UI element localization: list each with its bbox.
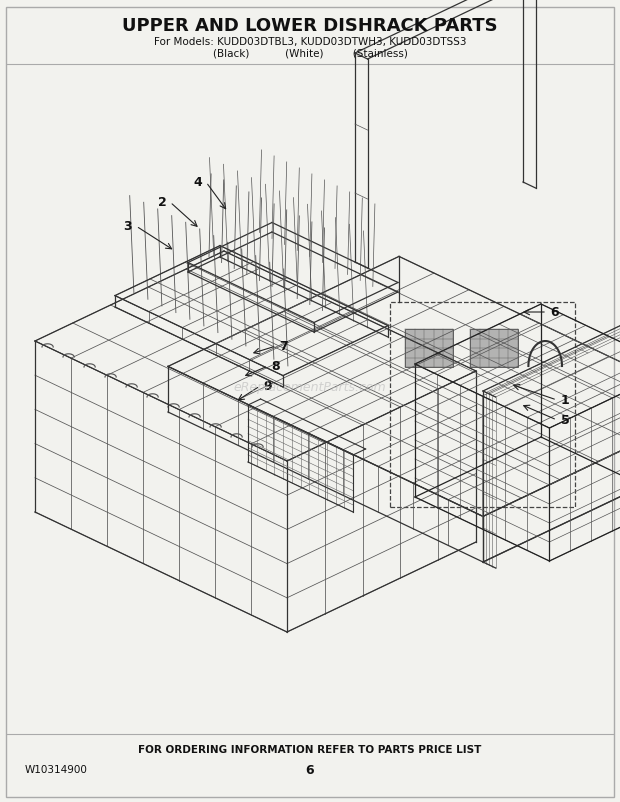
Text: 2: 2 (157, 196, 166, 209)
Text: 6: 6 (306, 764, 314, 776)
Text: 4: 4 (193, 176, 202, 188)
Bar (390, 302, 575, 507)
Text: 3: 3 (123, 220, 132, 233)
Text: 9: 9 (264, 379, 272, 392)
Text: (Black)           (White)         (Stainless): (Black) (White) (Stainless) (213, 49, 407, 59)
Bar (470, 329, 518, 367)
Text: 7: 7 (280, 339, 288, 353)
Text: 6: 6 (551, 306, 559, 318)
Text: UPPER AND LOWER DISHRACK PARTS: UPPER AND LOWER DISHRACK PARTS (122, 17, 498, 35)
Text: FOR ORDERING INFORMATION REFER TO PARTS PRICE LIST: FOR ORDERING INFORMATION REFER TO PARTS … (138, 745, 482, 755)
Text: 5: 5 (560, 414, 569, 427)
Text: eReplacementParts.com: eReplacementParts.com (234, 380, 386, 394)
Text: 8: 8 (272, 359, 280, 372)
Bar (405, 329, 453, 367)
Text: For Models: KUDD03DTBL3, KUDD03DTWH3, KUDD03DTSS3: For Models: KUDD03DTBL3, KUDD03DTWH3, KU… (154, 37, 466, 47)
Text: 1: 1 (560, 394, 569, 407)
Text: W10314900: W10314900 (25, 765, 88, 775)
